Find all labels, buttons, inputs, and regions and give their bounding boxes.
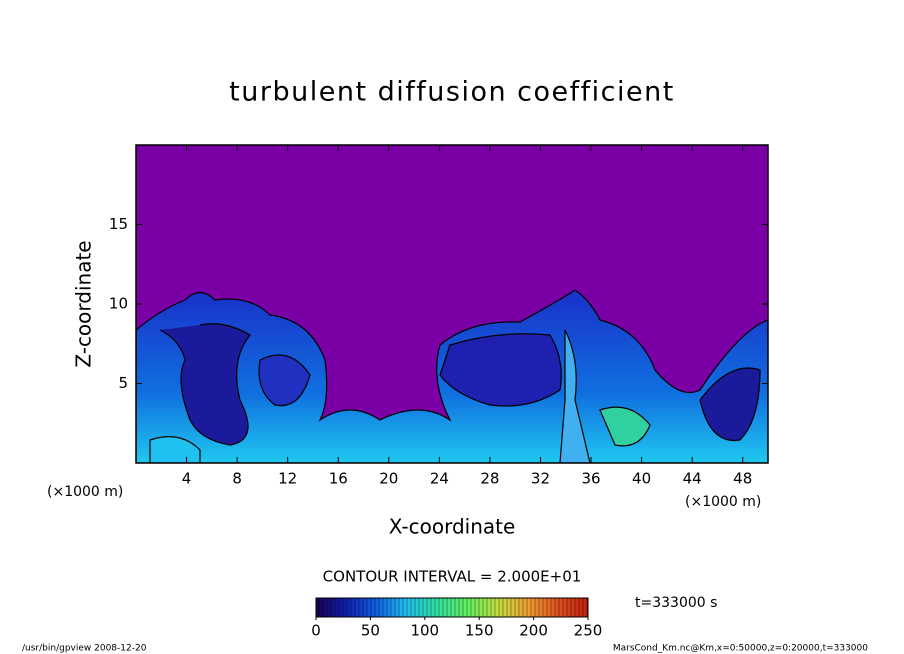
x-tick-label: 32 — [531, 470, 550, 488]
x-tick-label: 8 — [232, 470, 242, 488]
x-tick-label: 36 — [581, 470, 600, 488]
y-unit: (×1000 m) — [47, 484, 123, 500]
x-tick-label: 28 — [480, 470, 499, 488]
time-label: t=333000 s — [635, 595, 717, 611]
field — [136, 289, 768, 463]
chart-title: turbulent diffusion coefficient — [229, 77, 675, 108]
eddy — [149, 436, 201, 463]
x-tick-label: 40 — [632, 470, 651, 488]
eddy — [439, 333, 562, 407]
colorbar — [315, 597, 589, 618]
eddy — [599, 406, 651, 447]
colorbar-tick-label: 150 — [465, 622, 494, 640]
eddy — [258, 354, 311, 407]
eddy — [559, 329, 591, 463]
x-tick-label: 20 — [379, 470, 398, 488]
x-unit: (×1000 m) — [685, 494, 761, 510]
x-tick-label: 12 — [278, 470, 297, 488]
y-tick-label: 15 — [109, 215, 128, 233]
y-axis-label: Z-coordinate — [72, 240, 96, 367]
footer-left: /usr/bin/gpview 2008-12-20 — [22, 644, 147, 654]
eddy — [699, 367, 761, 442]
colorbar-tick-label: 250 — [574, 622, 603, 640]
colorbar-tick-label: 200 — [519, 622, 548, 640]
x-tick-label: 4 — [182, 470, 192, 488]
colorbar-tick-label: 50 — [361, 622, 380, 640]
y-tick-label: 5 — [118, 374, 128, 392]
colorbar-tick-label: 0 — [311, 622, 321, 640]
colorbar-tick-label: 100 — [410, 622, 439, 640]
x-tick-label: 44 — [683, 470, 702, 488]
x-axis-label: X-coordinate — [389, 515, 516, 539]
footer-right: MarsCond_Km.nc@Km,x=0:50000,z=0:20000,t=… — [613, 644, 868, 654]
contour-interval: CONTOUR INTERVAL = 2.000E+01 — [323, 568, 582, 586]
x-tick-label: 24 — [430, 470, 449, 488]
x-tick-label: 48 — [733, 470, 752, 488]
y-tick-label: 10 — [109, 295, 128, 313]
x-tick-label: 16 — [329, 470, 348, 488]
eddy — [159, 323, 251, 446]
